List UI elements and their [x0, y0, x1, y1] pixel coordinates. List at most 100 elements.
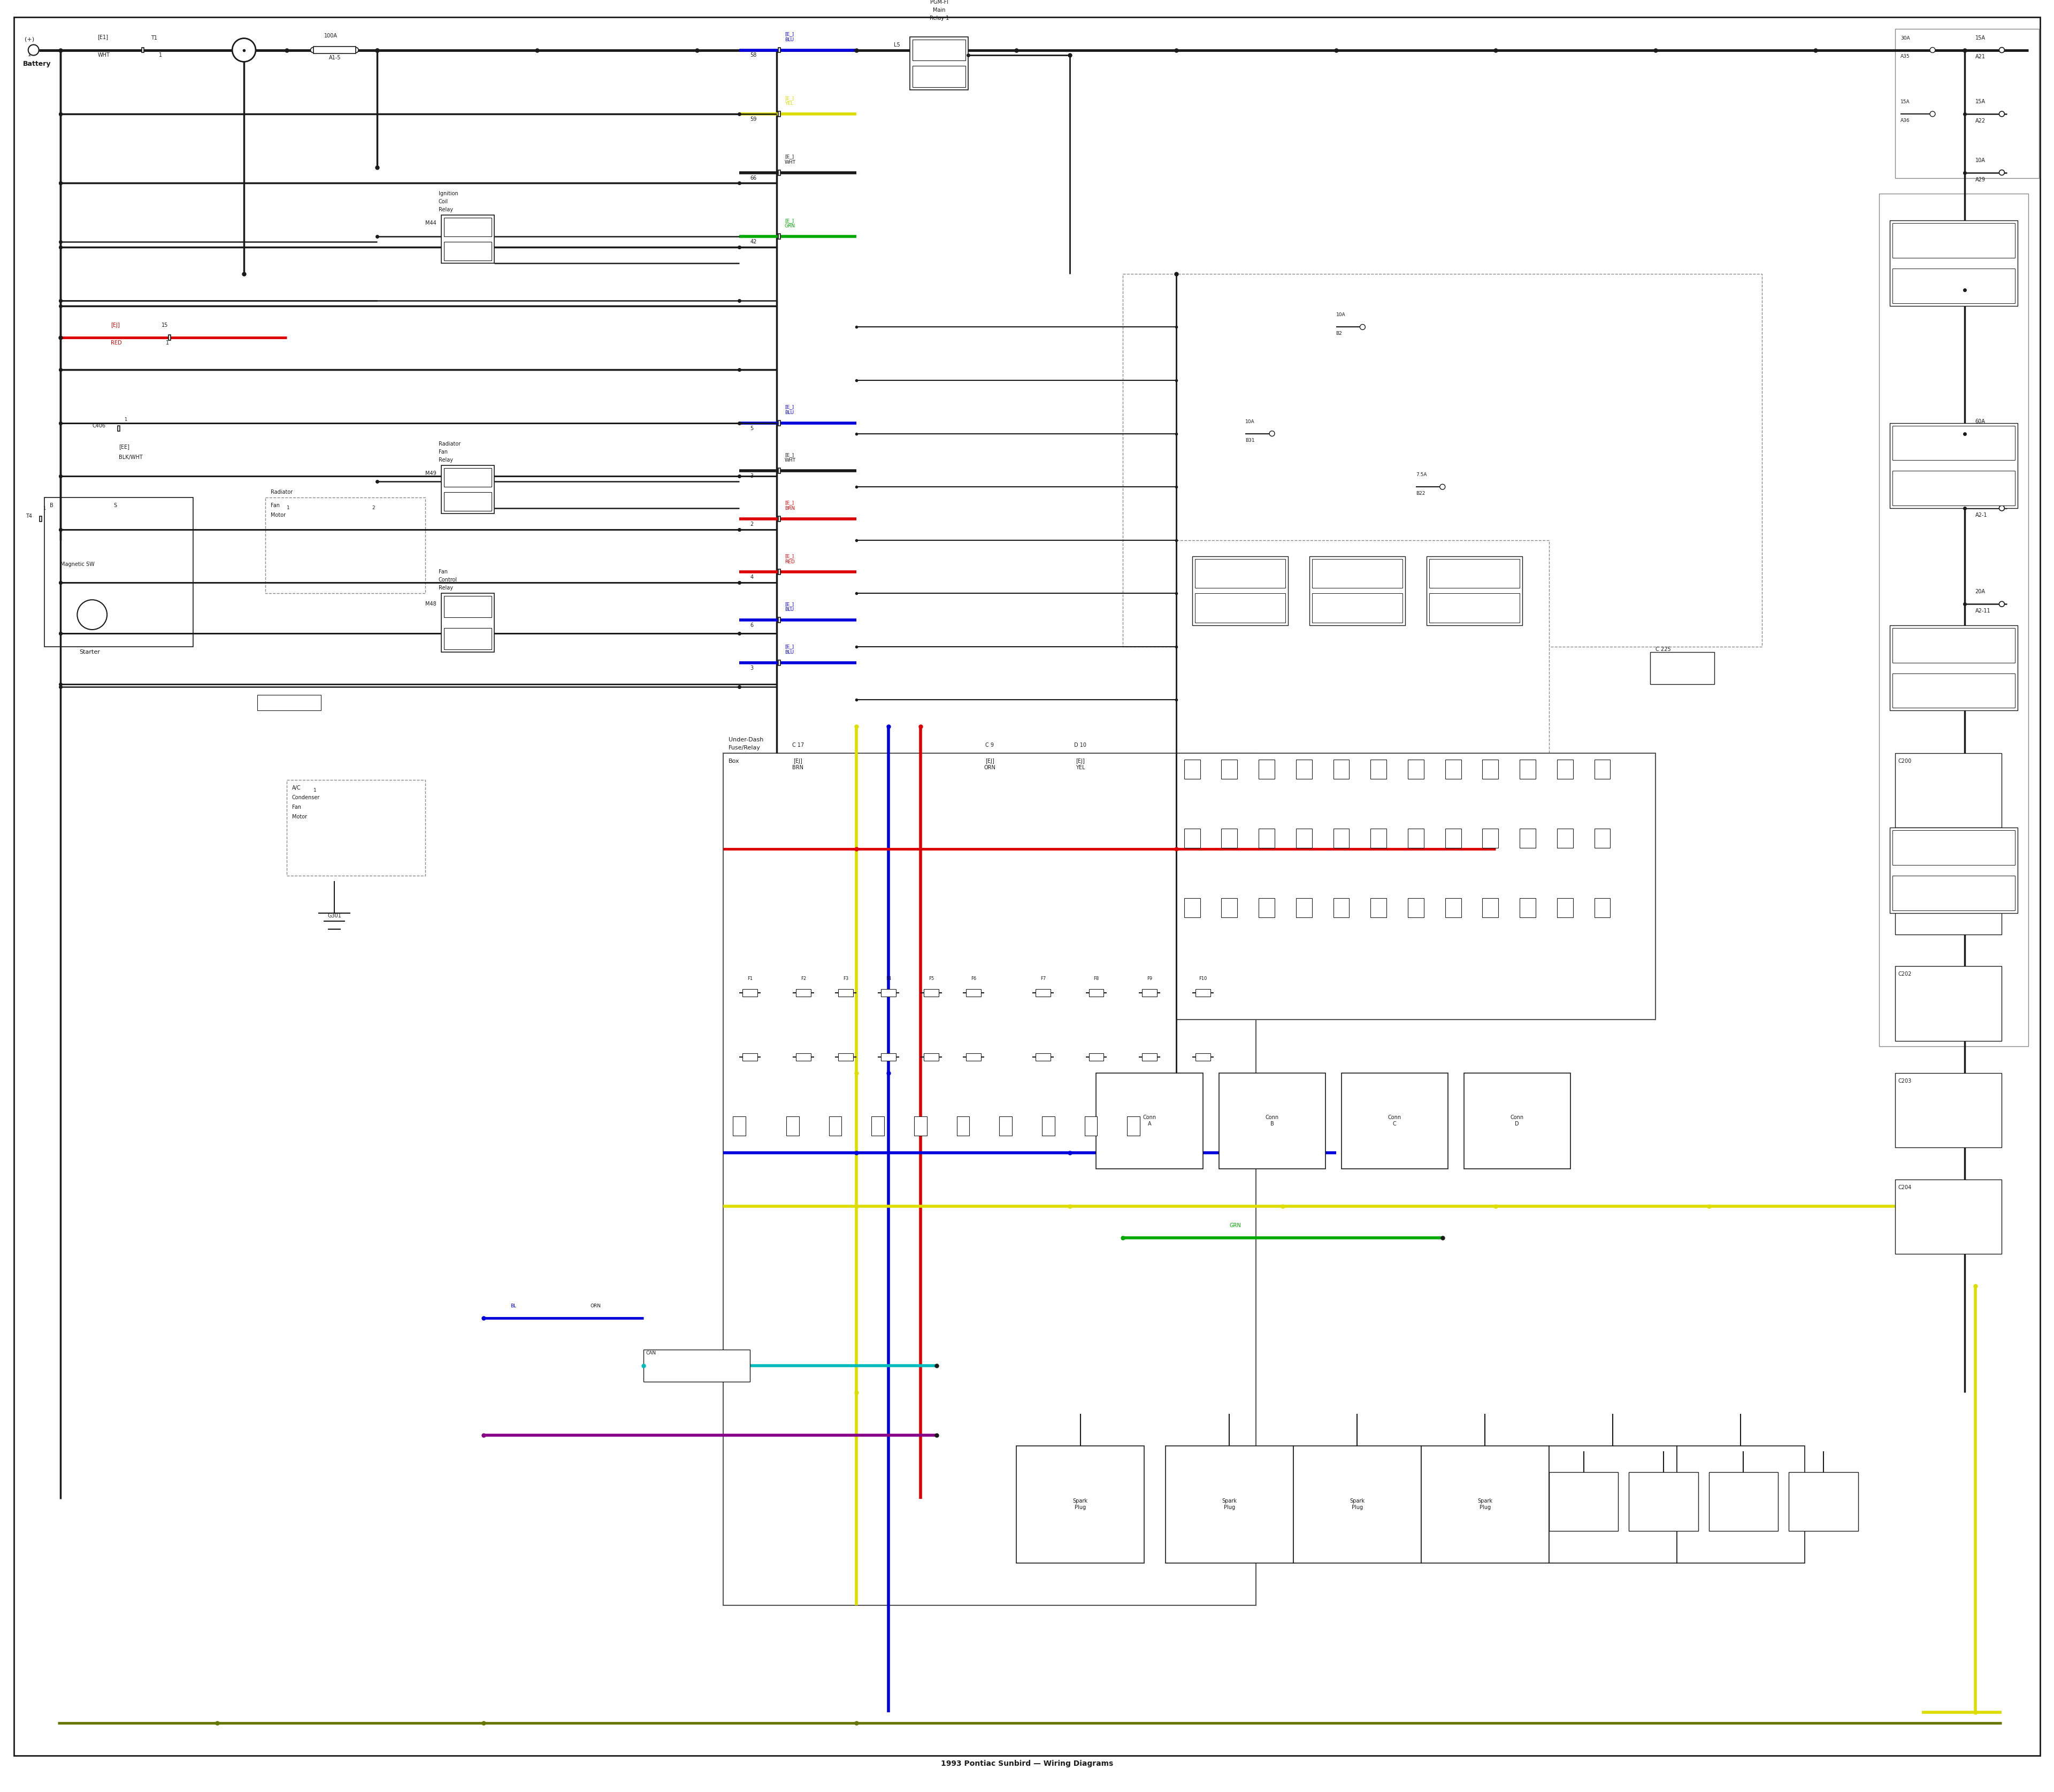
Text: Under-Dash: Under-Dash [729, 737, 764, 742]
Bar [914, 1116, 926, 1136]
Bar [1520, 898, 1536, 918]
Bar [1333, 898, 1349, 918]
Bar [117, 425, 119, 430]
Bar [1313, 593, 1403, 622]
Bar [1195, 1054, 1210, 1061]
Bar [1177, 539, 1549, 753]
Text: 30A: 30A [1900, 36, 1910, 41]
Text: 58: 58 [750, 52, 756, 57]
Bar [778, 618, 781, 622]
Text: ORN: ORN [589, 1303, 602, 1308]
Bar [1370, 898, 1386, 918]
Text: C 17: C 17 [793, 742, 803, 747]
Bar [1549, 1446, 1676, 1563]
Text: F7: F7 [1039, 977, 1045, 982]
Bar [1789, 1473, 1859, 1530]
Text: Conn
D: Conn D [1510, 1115, 1524, 1127]
Bar [1195, 559, 1286, 588]
Text: 1: 1 [123, 418, 127, 421]
Bar [1483, 760, 1499, 780]
Bar [1259, 830, 1276, 848]
Text: 15A: 15A [1976, 36, 1986, 41]
Circle shape [1269, 430, 1276, 435]
Text: [E_]
GRN: [E_] GRN [785, 219, 795, 229]
Text: Spark
Plug: Spark Plug [1222, 1498, 1237, 1511]
Bar [924, 989, 939, 996]
Bar [1195, 989, 1210, 996]
Bar [1308, 556, 1405, 625]
Text: Fan: Fan [292, 805, 302, 810]
Bar [1594, 760, 1610, 780]
Bar [1370, 830, 1386, 848]
Bar [1892, 876, 2015, 910]
Text: 2: 2 [485, 247, 489, 253]
Text: 1: 1 [288, 505, 290, 511]
Bar [1594, 898, 1610, 918]
Bar [881, 989, 896, 996]
Bar [312, 47, 355, 54]
Text: A36: A36 [1900, 118, 1910, 124]
Text: [EJ]
ORN: [EJ] ORN [984, 758, 996, 771]
Text: GRN: GRN [1230, 1222, 1241, 1228]
Bar [1483, 830, 1499, 848]
Text: M48: M48 [425, 602, 435, 607]
Text: Coil: Coil [438, 199, 448, 204]
Bar [1370, 760, 1386, 780]
Bar [1407, 760, 1423, 780]
Bar [965, 1054, 982, 1061]
Text: [E_]
WHT: [E_] WHT [785, 154, 795, 165]
Text: Relay: Relay [438, 586, 452, 591]
Text: 1: 1 [444, 247, 446, 253]
Bar [1879, 194, 2029, 1047]
Text: 2: 2 [750, 521, 754, 527]
Text: Starter: Starter [78, 649, 101, 654]
Text: C203: C203 [1898, 1079, 1912, 1084]
Bar [643, 1349, 750, 1382]
Bar [1128, 1116, 1140, 1136]
Text: Fan: Fan [271, 504, 279, 509]
Text: BL: BL [509, 1303, 516, 1308]
Circle shape [78, 600, 107, 629]
Bar [1407, 898, 1423, 918]
Text: C406: C406 [92, 423, 105, 428]
Bar [1892, 830, 2015, 866]
Text: 1: 1 [158, 52, 162, 57]
Bar [1333, 760, 1349, 780]
Bar [838, 1054, 852, 1061]
Text: C202: C202 [1898, 971, 1912, 977]
Text: T1: T1 [150, 36, 158, 41]
Text: 15A: 15A [1900, 100, 1910, 104]
Bar [1041, 1116, 1054, 1136]
Bar [871, 1116, 883, 1136]
Text: 3: 3 [961, 43, 965, 47]
Bar [1629, 1473, 1699, 1530]
Circle shape [1999, 170, 2005, 176]
Bar [1333, 830, 1349, 848]
Bar [1892, 269, 2015, 303]
Bar [778, 47, 781, 52]
Bar [1549, 1473, 1619, 1530]
Bar [1896, 29, 2040, 177]
Bar [444, 468, 491, 487]
Text: 10A: 10A [1335, 312, 1345, 317]
Bar [1124, 274, 1762, 647]
Bar [1296, 898, 1313, 918]
Text: 3: 3 [444, 224, 446, 228]
Bar [1035, 989, 1050, 996]
Text: 1993 Pontiac Sunbird — Wiring Diagrams: 1993 Pontiac Sunbird — Wiring Diagrams [941, 1760, 1113, 1767]
Circle shape [1931, 111, 1935, 116]
Bar [1520, 760, 1536, 780]
Text: C201: C201 [1898, 866, 1912, 871]
Circle shape [1999, 47, 2005, 52]
Text: [E_]
WHT: [E_] WHT [785, 453, 795, 462]
Bar [1035, 1054, 1050, 1061]
Text: C204: C204 [1898, 1185, 1912, 1190]
Bar [838, 989, 852, 996]
Bar [1177, 753, 1656, 1020]
Text: Spark
Plug: Spark Plug [1477, 1498, 1493, 1511]
Bar [1142, 989, 1156, 996]
Bar [1465, 1073, 1571, 1168]
Bar [444, 597, 491, 618]
Text: [E_]
YEL: [E_] YEL [785, 95, 793, 106]
Bar [1185, 830, 1200, 848]
